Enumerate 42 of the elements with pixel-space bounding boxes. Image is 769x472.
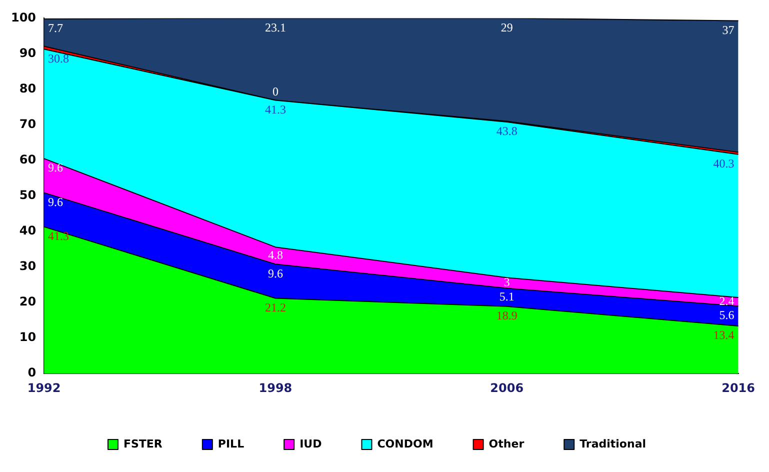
data-label: 9.6 — [48, 160, 64, 175]
data-label: 21.2 — [264, 300, 286, 314]
data-label: 40.3 — [713, 156, 734, 170]
y-tick-label: 50 — [19, 188, 36, 202]
x-tick-label: 1998 — [258, 380, 292, 395]
legend-label: Traditional — [580, 437, 646, 450]
y-tick-label: 80 — [19, 81, 36, 96]
data-label: 2.4 — [719, 294, 734, 308]
data-label: 43.8 — [496, 124, 518, 138]
y-tick-label: 100 — [10, 10, 36, 24]
data-label: 23.1 — [264, 20, 286, 34]
data-label: 7.7 — [48, 21, 64, 36]
data-label: 41.3 — [264, 102, 286, 116]
data-label: 13.4 — [713, 328, 734, 342]
legend-label: IUD — [300, 437, 322, 450]
data-label: 9.6 — [48, 194, 64, 209]
legend-label: FSTER — [123, 437, 163, 450]
x-tick-label: 2006 — [490, 380, 524, 395]
legend-label: Other — [488, 437, 525, 450]
y-tick-label: 70 — [19, 116, 36, 131]
y-tick-label: 10 — [19, 330, 36, 344]
data-label: 3 — [504, 275, 510, 290]
data-label: 0 — [272, 84, 278, 98]
data-label: 9.6 — [268, 266, 283, 280]
data-label: 5.1 — [499, 290, 514, 304]
data-label: 18.9 — [496, 308, 518, 323]
legend-label: PILL — [218, 437, 244, 450]
data-label: 30.8 — [48, 51, 70, 66]
legend-label: CONDOM — [377, 437, 434, 450]
data-label: 5.6 — [719, 308, 734, 322]
y-tick-label: 20 — [19, 294, 36, 309]
data-label: 29 — [500, 20, 513, 34]
x-tick-label: 2016 — [722, 380, 756, 395]
y-tick-label: 0 — [28, 366, 36, 380]
y-tick-label: 30 — [19, 259, 36, 274]
x-tick-label: 1992 — [27, 380, 61, 395]
y-tick-label: 40 — [19, 224, 36, 238]
data-label: 4.8 — [268, 248, 283, 262]
data-label: 37 — [722, 22, 734, 37]
y-tick-label: 60 — [19, 152, 36, 166]
y-tick-label: 90 — [19, 46, 36, 60]
data-label: 41.3 — [48, 228, 70, 243]
